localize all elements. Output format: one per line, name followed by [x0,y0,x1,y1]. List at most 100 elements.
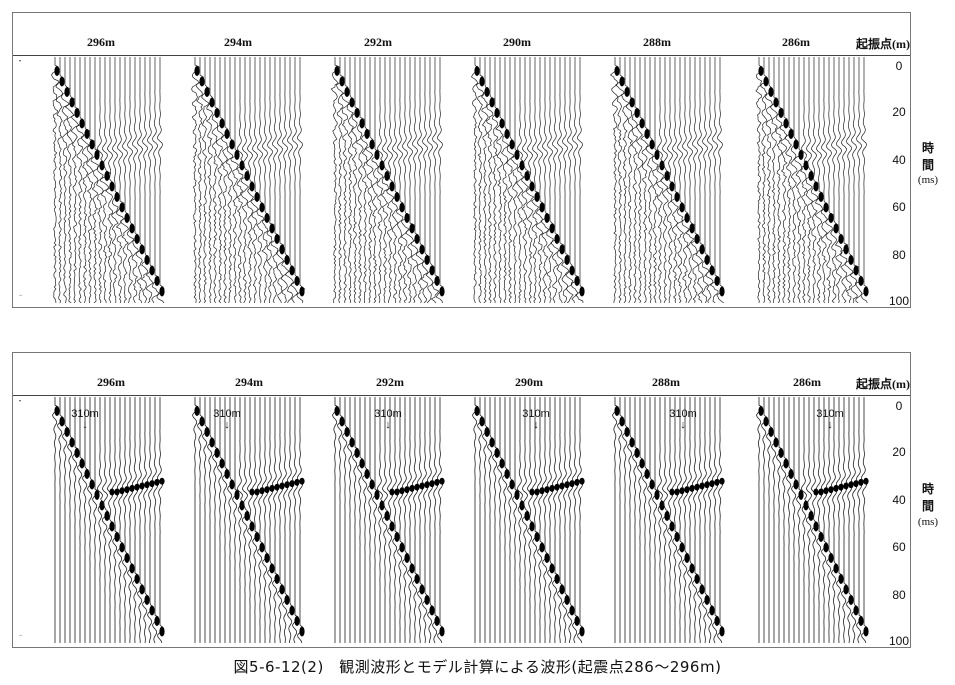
first-arrival-peak [354,108,360,118]
reflection-peak [129,484,135,492]
wiggle-trace [90,57,100,303]
wiggle-trace [764,57,773,303]
first-arrival-peak [554,574,560,584]
time-axis-unit: (ms) [917,516,939,528]
wiggle-trace [845,397,853,643]
offset-label: 294m [235,375,263,389]
first-arrival-peak [858,616,864,626]
wiggle-trace [371,57,380,303]
first-arrival-peak [514,150,520,160]
reflection-peak [828,486,834,494]
time-tick-label: 60 [892,200,906,214]
reference-marker: 310m ↓ [663,409,703,431]
first-arrival-peak [629,97,635,108]
wiggle-trace [291,397,299,643]
offset-label: 296m [97,375,125,389]
first-arrival-peak [269,223,275,234]
first-arrival-peak [549,563,555,574]
wiggle-trace [236,397,244,643]
wiggle-trace [830,57,839,303]
wiggle-trace [266,397,274,643]
first-arrival-peak [114,532,120,542]
first-arrival-peak [788,469,794,479]
first-arrival-peak [828,213,834,223]
reflection-peak [299,477,305,485]
first-arrival-peak [244,511,250,521]
model-waveform-panel: 296m 294m 292m 290m 288m 286m 起振点(m) 310… [12,352,911,648]
first-arrival-peak [529,181,535,192]
first-arrival-peak [364,469,370,479]
first-arrival-peak [853,265,859,276]
wiggle-trace [227,397,234,643]
wiggle-trace [100,57,112,303]
wiggle-trace [785,57,795,303]
first-arrival-peak [224,129,230,139]
time-tick-label: 0 [895,399,903,413]
first-arrival-peak [544,553,550,563]
wiggle-trace [756,397,763,643]
first-arrival-peak [848,595,854,605]
time-axis-label: 間 [921,158,934,172]
first-arrival-peak [284,255,290,265]
wiggle-trace [281,397,289,643]
wiggle-trace [395,57,404,303]
reference-marker: 310m ↓ [810,409,850,431]
reflection-peak [284,481,290,489]
time-tick-label: 20 [892,445,906,459]
wiggle-trace [781,397,788,643]
first-arrival-peak [224,469,230,479]
wiggle-trace [86,57,95,303]
first-arrival-peak [109,521,115,532]
wiggle-trace [717,397,724,643]
wiggle-trace [615,57,626,303]
wiggle-trace [195,57,204,303]
wiggle-trace [157,397,164,643]
wiggle-trace [556,57,566,303]
wiggle-trace [577,397,584,643]
first-arrival-peak [264,553,270,563]
first-arrival-peak [344,87,350,97]
wiggle-traces [612,397,725,643]
first-arrival-peak [489,97,495,108]
first-arrival-peak [424,255,430,265]
trace-marker: − [19,633,23,639]
first-arrival-peak [778,448,784,458]
first-arrival-peak [714,616,720,626]
first-arrival-peak [119,542,125,553]
first-arrival-peak [149,265,155,276]
wiggle-traces [609,57,725,303]
reference-marker-label: 310m [669,408,697,420]
wiggle-trace [620,57,630,303]
wiggle-trace [391,57,400,303]
wiggle-trace [140,57,149,303]
first-arrival-peak [439,626,445,637]
wiggle-trace [340,57,350,303]
wiggle-trace [510,57,519,303]
wiggle-trace [521,57,531,303]
wiggle-trace [475,57,485,303]
wiggle-trace [427,397,434,643]
wiggle-trace [297,397,304,643]
first-arrival-peak [763,416,769,427]
first-arrival-peak [294,276,300,286]
reflection-peak [569,480,575,488]
wiggle-trace [351,57,360,303]
first-arrival-peak [399,542,405,553]
reflection-peak [429,480,435,488]
first-arrival-peak [768,427,774,437]
first-arrival-peak [499,118,505,129]
first-arrival-peak [699,244,705,255]
first-arrival-peak [858,276,864,286]
first-arrival-peak [823,542,829,553]
first-arrival-peak [529,521,535,532]
wiggle-trace [357,397,364,643]
first-arrival-peak [853,605,859,616]
first-arrival-peak [129,223,135,234]
first-arrival-peak [484,427,490,437]
first-arrival-peak [219,118,225,129]
wiggle-trace [367,397,374,643]
first-arrival-peak [684,213,690,223]
first-arrival-peak [624,427,630,437]
time-tick-label: 100 [888,634,910,648]
first-arrival-peak [434,276,440,286]
